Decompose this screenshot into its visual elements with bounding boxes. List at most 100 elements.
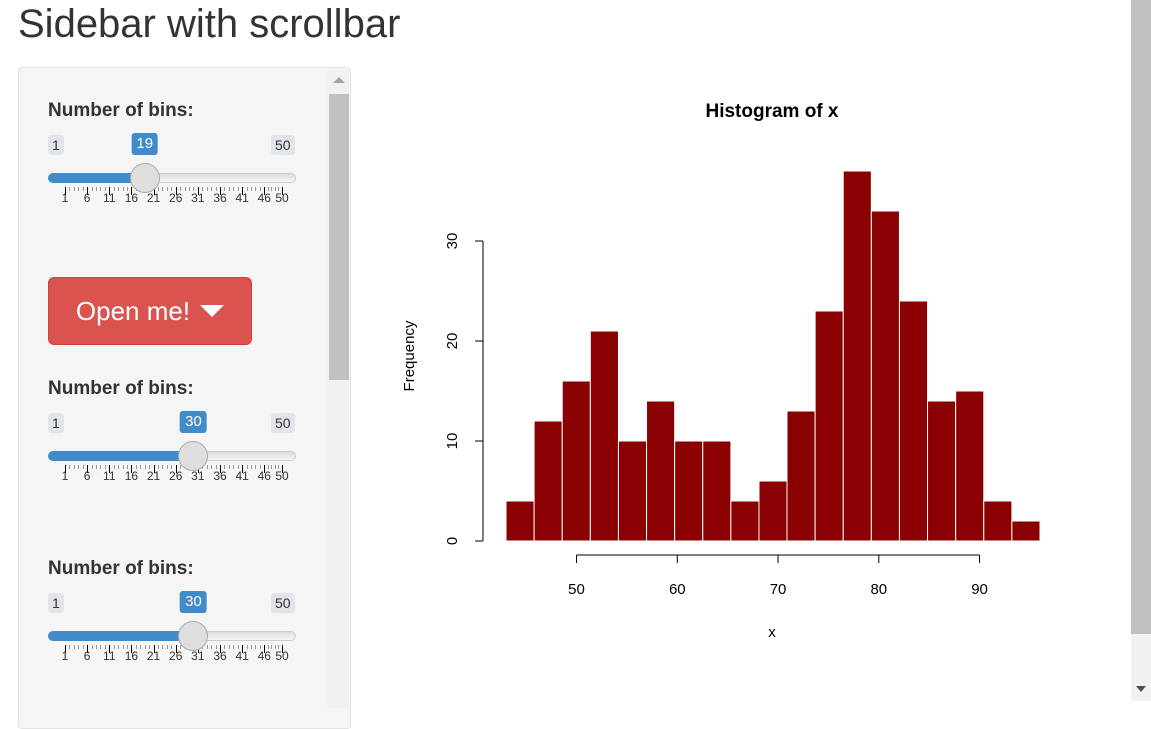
slider-minor-tick — [215, 187, 217, 191]
chart-title: Histogram of x — [705, 101, 838, 122]
slider-handle[interactable] — [129, 163, 160, 193]
slider-minor-tick — [233, 645, 235, 649]
slider-max: 50 — [271, 593, 295, 613]
body: Sidebar with scrollbar Open me! Number o… — [18, 0, 1151, 729]
slider-minor-tick — [100, 645, 102, 649]
slider-tick-label: 26 — [169, 469, 183, 483]
histogram-bar — [898, 300, 929, 542]
slider-minor-tick — [206, 187, 208, 191]
slider-handle[interactable] — [178, 441, 209, 471]
slider-tick — [109, 645, 111, 653]
histogram-bar — [702, 440, 732, 542]
slider-value: 30 — [180, 591, 207, 613]
open-button[interactable]: Open me! — [48, 277, 252, 345]
slider-tick — [220, 465, 221, 473]
slider-minor-tick — [166, 645, 168, 649]
slider-tick-label: 50 — [275, 191, 289, 205]
slider-handle[interactable] — [178, 621, 209, 651]
slider-minor-tick — [135, 465, 137, 469]
slider-minor-tick — [171, 645, 173, 649]
slider-minor-tick — [202, 187, 204, 191]
slider-minor-tick — [100, 465, 102, 469]
slider-minor-tick — [246, 465, 248, 469]
slider-tick-label: 26 — [169, 191, 183, 205]
slider-minor-tick — [104, 465, 106, 469]
slider-minor-tick — [278, 465, 280, 469]
sidebar-scrollbar[interactable] — [327, 68, 349, 708]
slider-tick-label: 16 — [124, 649, 139, 663]
slider-minor-tick — [96, 645, 97, 649]
slider-minor-tick — [73, 645, 75, 649]
slider-tick — [220, 187, 221, 195]
y-tick-label: 10 — [444, 433, 461, 450]
slider-minor-tick — [255, 187, 257, 191]
slider-min: 1 — [48, 135, 64, 155]
slider-minor-tick — [127, 187, 128, 191]
slider-minor-tick — [127, 645, 128, 649]
slider-minor-tick — [78, 645, 80, 649]
slider-minor-tick — [193, 187, 195, 191]
slider-minor-tick — [149, 465, 151, 469]
x-axis-label: x — [768, 624, 776, 641]
page-scrollbar[interactable] — [1131, 0, 1151, 701]
slider-minor-tick — [73, 187, 75, 191]
scroll-down[interactable] — [1136, 686, 1146, 692]
scroll-thumb[interactable] — [1131, 0, 1151, 634]
histogram-bar — [730, 500, 760, 542]
slider-tick-label: 26 — [169, 649, 183, 663]
slider-tick-label: 41 — [235, 649, 249, 663]
slider-minor-tick — [228, 187, 230, 191]
slider-minor-tick — [162, 187, 164, 191]
caret — [200, 305, 225, 317]
slider-tick — [65, 187, 66, 195]
slider-minor-tick — [180, 465, 182, 469]
scroll-up[interactable] — [333, 77, 345, 83]
histogram-bar — [814, 310, 844, 542]
slider-minor-tick — [215, 645, 217, 649]
slider-minor-tick — [158, 187, 159, 191]
slider-value: 19 — [131, 133, 159, 155]
slider-tick — [282, 465, 283, 473]
slider-minor-tick — [113, 187, 115, 191]
slider-minor-tick — [82, 187, 84, 191]
page: Sidebar with scrollbar {"page_title": "S… — [18, 0, 1151, 729]
slider-tick-label: 50 — [275, 649, 289, 663]
histogram-bar — [983, 500, 1013, 542]
slider-min: 1 — [48, 413, 64, 433]
slider-minor-tick — [162, 465, 164, 469]
scroll-thumb[interactable] — [329, 94, 349, 380]
slider-minor-tick — [180, 187, 182, 191]
slider-minor-tick — [271, 187, 273, 191]
slider-tick-label: 21 — [146, 649, 161, 663]
slider-tick — [175, 465, 177, 473]
slider-minor-tick — [158, 645, 159, 649]
slider-tick — [109, 465, 111, 473]
slider-minor-tick — [149, 645, 151, 649]
histogram-bar — [870, 210, 900, 542]
slider-tick-label: 36 — [213, 649, 227, 663]
slider-minor-tick — [118, 187, 120, 191]
histogram-bar — [617, 440, 648, 542]
slider-tick — [282, 187, 283, 195]
slider-tick — [264, 645, 266, 653]
slider-minor-tick — [162, 645, 164, 649]
slider-minor-tick — [224, 465, 226, 469]
slider-minor-tick — [82, 465, 84, 469]
slider-tick — [175, 187, 177, 195]
slider-minor-tick — [82, 645, 84, 649]
slider-minor-tick — [211, 465, 213, 469]
slider-tick — [153, 465, 155, 473]
slider-minor-tick — [78, 187, 80, 191]
slider-minor-tick — [180, 645, 182, 649]
slider-minor-tick — [267, 187, 269, 191]
slider-tick — [131, 187, 133, 195]
slider-tick — [87, 465, 89, 473]
histogram-bar — [505, 500, 535, 542]
slider-tick-label: 36 — [213, 191, 227, 205]
slider-minor-tick — [144, 465, 146, 469]
slider-tick-label: 6 — [83, 649, 91, 663]
slider-minor-tick — [259, 465, 261, 469]
slider-max: 50 — [271, 135, 295, 155]
slider-minor-tick — [278, 187, 280, 191]
slider-tick-label: 1 — [61, 649, 69, 663]
